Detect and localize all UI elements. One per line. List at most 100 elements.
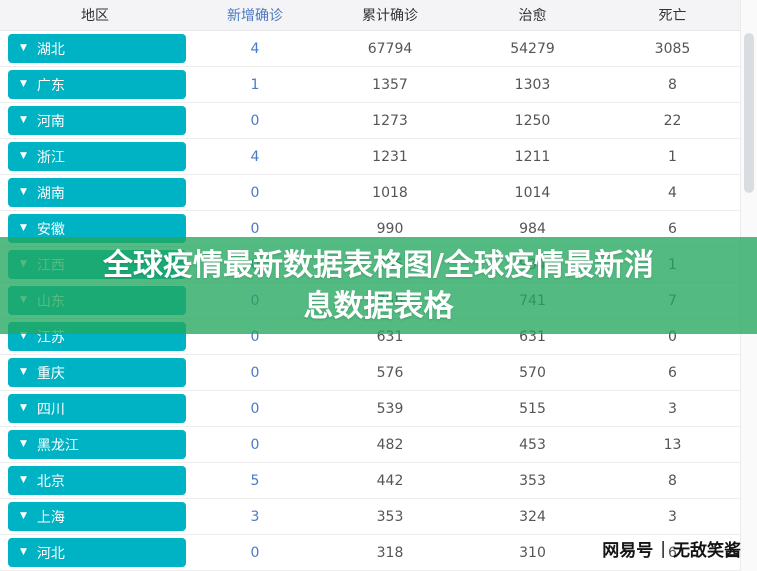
cell-dead: 3085 bbox=[654, 40, 691, 57]
region-data-table: 地区 新增确诊 累计确诊 治愈 死亡 ▼ 湖北 4 67794 54279 30… bbox=[0, 0, 740, 571]
header-deaths: 死亡 bbox=[658, 8, 687, 24]
cell-new: 4 bbox=[250, 40, 260, 57]
cell-cured: 1211 bbox=[514, 148, 551, 165]
table-row: ▼ 安徽 0 990 984 6 bbox=[0, 211, 740, 247]
region-expand-button[interactable]: ▼ 广东 bbox=[8, 70, 186, 99]
cell-cured: 353 bbox=[519, 472, 546, 489]
table-header: 地区 新增确诊 累计确诊 治愈 死亡 bbox=[0, 0, 740, 31]
cell-dead: 13 bbox=[663, 436, 682, 453]
cell-cured: 741 bbox=[519, 292, 546, 309]
cell-new: 0 bbox=[250, 292, 260, 309]
cell-total: 576 bbox=[376, 364, 404, 381]
watermark-author: 无敌笑酱 bbox=[673, 541, 741, 561]
region-expand-button[interactable]: ▼ 浙江 bbox=[8, 142, 186, 171]
table-row: ▼ 河北 0 318 310 6 bbox=[0, 535, 740, 571]
region-expand-button[interactable]: ▼ 四川 bbox=[8, 394, 186, 423]
table-row: ▼ 江西 0 935 934 1 bbox=[0, 247, 740, 283]
region-button-label: 四川 bbox=[36, 401, 65, 418]
cell-new: 0 bbox=[250, 364, 260, 381]
cell-total: 318 bbox=[376, 544, 404, 561]
region-button-label: 黑龙江 bbox=[36, 437, 79, 454]
chevron-down-icon: ▼ bbox=[20, 295, 27, 305]
chevron-down-icon: ▼ bbox=[20, 79, 27, 89]
region-expand-button[interactable]: ▼ 山东 bbox=[8, 286, 186, 315]
table-row: ▼ 江苏 0 631 631 0 bbox=[0, 319, 740, 355]
cell-new: 0 bbox=[250, 328, 260, 345]
cell-total: 1357 bbox=[372, 76, 408, 93]
cell-dead: 6 bbox=[668, 544, 677, 561]
region-expand-button[interactable]: ▼ 上海 bbox=[8, 502, 186, 531]
table-row: ▼ 上海 3 353 324 3 bbox=[0, 499, 740, 535]
cell-new: 0 bbox=[250, 220, 260, 237]
region-expand-button[interactable]: ▼ 河南 bbox=[8, 106, 186, 135]
table-row: ▼ 北京 5 442 353 8 bbox=[0, 463, 740, 499]
table-row: ▼ 山东 0 758 741 7 bbox=[0, 283, 740, 319]
cell-cured: 570 bbox=[519, 364, 546, 381]
cell-dead: 6 bbox=[668, 220, 677, 237]
scrollbar-thumb[interactable] bbox=[744, 33, 754, 193]
watermark: 网易号 | 无敌笑酱 bbox=[602, 536, 741, 562]
region-button-label: 山东 bbox=[36, 293, 65, 310]
cell-cured: 324 bbox=[519, 508, 546, 525]
header-region: 地区 bbox=[81, 8, 109, 24]
cell-new: 0 bbox=[250, 112, 260, 129]
cell-new: 1 bbox=[250, 76, 260, 93]
cell-cured: 453 bbox=[519, 436, 546, 453]
chevron-down-icon: ▼ bbox=[20, 115, 27, 125]
cell-total: 935 bbox=[376, 256, 404, 273]
table-body: ▼ 湖北 4 67794 54279 3085 ▼ 广东 1 1357 1303… bbox=[0, 31, 740, 571]
region-expand-button[interactable]: ▼ 北京 bbox=[8, 466, 186, 495]
header-cured: 治愈 bbox=[518, 8, 547, 24]
cell-dead: 22 bbox=[663, 112, 682, 129]
cell-new: 3 bbox=[250, 508, 260, 525]
region-expand-button[interactable]: ▼ 江西 bbox=[8, 250, 186, 279]
chevron-down-icon: ▼ bbox=[20, 223, 27, 233]
chevron-down-icon: ▼ bbox=[20, 547, 27, 557]
region-button-label: 江西 bbox=[36, 257, 65, 274]
cell-total: 67794 bbox=[367, 40, 413, 57]
cell-cured: 1303 bbox=[514, 76, 551, 93]
cell-cured: 1250 bbox=[514, 112, 551, 129]
cell-dead: 1 bbox=[668, 148, 677, 165]
cell-new: 4 bbox=[250, 148, 260, 165]
region-expand-button[interactable]: ▼ 湖北 bbox=[8, 34, 186, 63]
chevron-down-icon: ▼ bbox=[20, 511, 27, 521]
cell-dead: 0 bbox=[668, 328, 677, 345]
cell-new: 0 bbox=[250, 544, 260, 561]
cell-dead: 8 bbox=[668, 76, 677, 93]
cell-dead: 4 bbox=[668, 184, 677, 201]
chevron-down-icon: ▼ bbox=[20, 475, 27, 485]
watermark-brand: 网易号 bbox=[602, 541, 654, 561]
region-button-label: 浙江 bbox=[36, 149, 65, 166]
cell-total: 1018 bbox=[372, 184, 408, 201]
vertical-scrollbar[interactable] bbox=[740, 0, 757, 571]
cell-total: 1273 bbox=[372, 112, 408, 129]
region-button-label: 广东 bbox=[36, 77, 65, 94]
cell-total: 442 bbox=[376, 472, 404, 489]
region-expand-button[interactable]: ▼ 重庆 bbox=[8, 358, 186, 387]
region-button-label: 湖北 bbox=[36, 41, 65, 58]
region-expand-button[interactable]: ▼ 安徽 bbox=[8, 214, 186, 243]
region-expand-button[interactable]: ▼ 湖南 bbox=[8, 178, 186, 207]
cell-cured: 515 bbox=[519, 400, 546, 417]
cell-total: 990 bbox=[376, 220, 404, 237]
table-row: ▼ 黑龙江 0 482 453 13 bbox=[0, 427, 740, 463]
cell-dead: 7 bbox=[668, 292, 677, 309]
cell-new: 0 bbox=[250, 256, 260, 273]
chevron-down-icon: ▼ bbox=[20, 151, 27, 161]
cell-new: 0 bbox=[250, 436, 260, 453]
region-expand-button[interactable]: ▼ 江苏 bbox=[8, 322, 186, 351]
region-expand-button[interactable]: ▼ 河北 bbox=[8, 538, 186, 567]
region-expand-button[interactable]: ▼ 黑龙江 bbox=[8, 430, 186, 459]
table-row: ▼ 重庆 0 576 570 6 bbox=[0, 355, 740, 391]
header-new-confirmed[interactable]: 新增确诊 bbox=[227, 8, 283, 24]
watermark-divider: | bbox=[660, 538, 666, 559]
chevron-down-icon: ▼ bbox=[20, 259, 27, 269]
cell-total: 482 bbox=[376, 436, 404, 453]
region-button-label: 湖南 bbox=[36, 185, 65, 202]
cell-dead: 1 bbox=[668, 256, 677, 273]
chevron-down-icon: ▼ bbox=[20, 187, 27, 197]
chevron-down-icon: ▼ bbox=[20, 43, 27, 53]
cell-cured: 934 bbox=[519, 256, 546, 273]
chevron-down-icon: ▼ bbox=[20, 439, 27, 449]
